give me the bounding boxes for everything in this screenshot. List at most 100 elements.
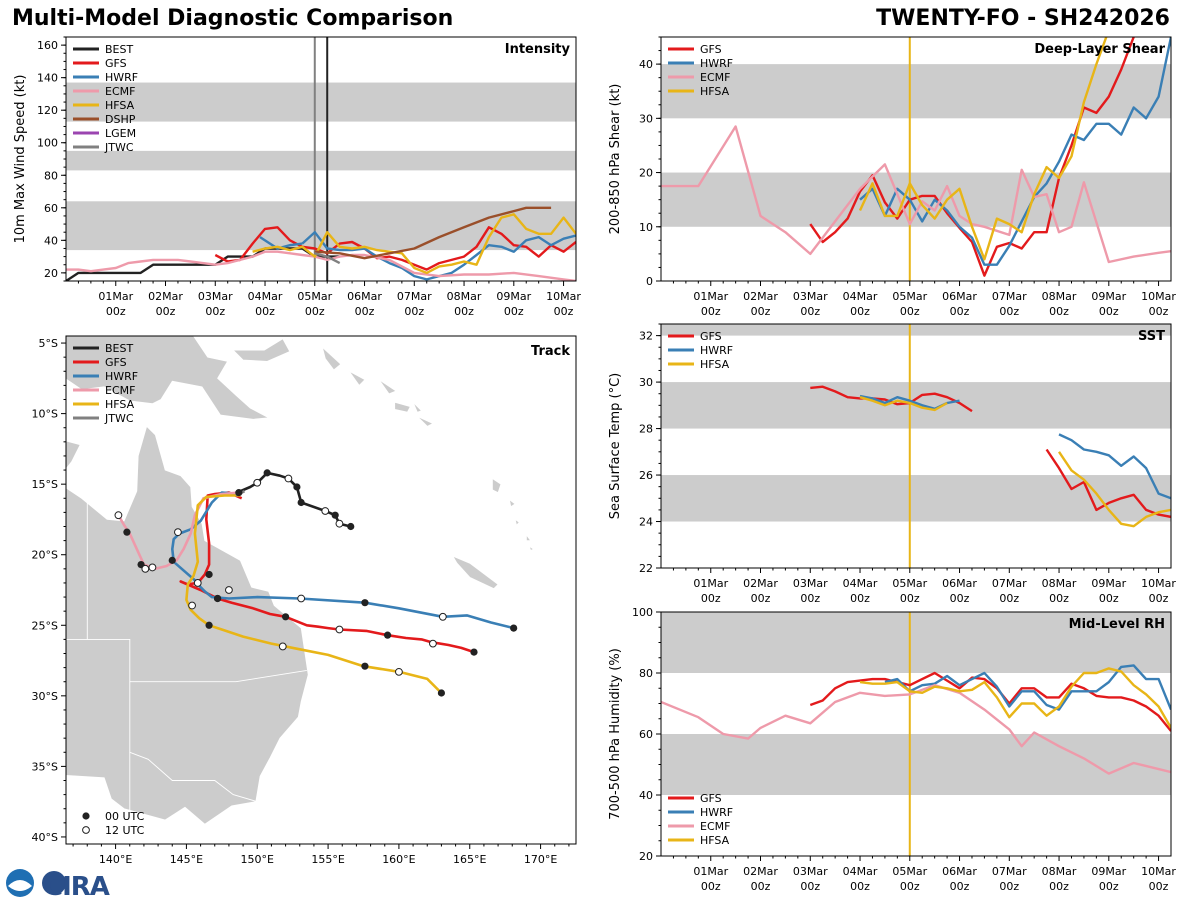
legend-label-gfs: GFS [700, 330, 722, 343]
series-line-ecmf [66, 250, 576, 281]
legend-label-dshp: DSHP [105, 113, 136, 126]
x-tick-date: 07Mar [992, 865, 1027, 878]
x-tick-hour: 00z [850, 592, 870, 605]
x-tick-date: 01Mar [693, 577, 728, 590]
x-tick-date: 10Mar [1141, 865, 1176, 878]
x-tick-date: 03Mar [198, 290, 233, 303]
y-tick-label: 60 [44, 202, 58, 215]
x-tick-hour: 00z [1149, 592, 1169, 605]
x-tick-hour: 00z [1049, 880, 1069, 893]
track-marker-00utc [331, 511, 339, 519]
track-marker-12utc [174, 528, 182, 537]
track-marker-00utc [205, 621, 213, 629]
marker-legend-00utc-label: 00 UTC [105, 810, 145, 823]
lon-tick-label: 150°E [241, 853, 274, 866]
legend-label-hwrf: HWRF [105, 370, 138, 383]
track-marker-12utc [148, 563, 157, 572]
track-marker-00utc [510, 624, 518, 632]
x-tick-date: 05Mar [297, 290, 332, 303]
x-tick-date: 04Mar [843, 290, 878, 303]
track-marker-12utc [225, 586, 233, 594]
x-tick-hour: 00z [900, 880, 920, 893]
track-marker-00utc [281, 613, 290, 621]
legend-label-gfs: GFS [105, 57, 127, 70]
legend-label-gfs: GFS [700, 43, 722, 56]
track-marker-00utc [361, 662, 369, 670]
y-axis-label: 10m Max Wind Speed (kt) [13, 75, 28, 244]
new-britain-land [232, 338, 291, 362]
series-line-ecmf [661, 684, 1171, 775]
x-tick-hour: 00z [1149, 305, 1169, 318]
track-marker-00utc [470, 648, 478, 656]
track-marker-12utc [278, 642, 287, 651]
y-tick-label: 24 [639, 516, 653, 529]
y-tick-label: 0 [646, 275, 653, 288]
x-tick-date: 10Mar [1141, 577, 1176, 590]
lon-tick-label: 160°E [382, 853, 415, 866]
track-line-best [235, 471, 352, 528]
y-tick-label: 10 [639, 221, 653, 234]
x-tick-hour: 00z [504, 305, 524, 318]
track-marker-12utc [335, 519, 344, 528]
x-tick-date: 02Mar [743, 290, 778, 303]
x-tick-hour: 00z [900, 592, 920, 605]
track-marker-00utc [293, 483, 301, 491]
lat-tick-label: 15°S [32, 478, 58, 491]
track-marker-00utc [361, 599, 369, 607]
x-tick-hour: 00z [156, 305, 176, 318]
y-tick-label: 32 [639, 330, 653, 343]
x-tick-hour: 00z [205, 305, 225, 318]
track-marker-12utc [114, 511, 123, 520]
lon-tick-label: 140°E [99, 853, 132, 866]
y-tick-label: 80 [639, 667, 653, 680]
legend-label-jtwc: JTWC [104, 412, 134, 425]
panel-title: Track [531, 344, 570, 359]
series-line-gfs [1045, 448, 1171, 519]
x-tick-hour: 00z [106, 305, 126, 318]
x-tick-date: 05Mar [892, 290, 927, 303]
solomon-island [417, 416, 434, 427]
track-marker-00utc [123, 528, 131, 536]
lat-tick-label: 20°S [32, 549, 58, 562]
x-tick-hour: 00z [255, 305, 275, 318]
series-line-gfs [214, 226, 576, 271]
x-tick-hour: 00z [1099, 880, 1119, 893]
rh-panel: 20 40 60 80 100 01Mar 00z 02Mar 00z 03Mar 00z 04Mar… [608, 606, 1176, 893]
x-tick-date: 10Mar [1141, 290, 1176, 303]
x-tick-hour: 00z [454, 305, 474, 318]
sst-panel: 22 24 26 28 30 32 01Mar 00z 02Mar 00z 03Mar 00z 04Ma… [608, 323, 1176, 605]
track-line-hwrf [171, 491, 515, 630]
legend-label-ecmf: ECMF [105, 85, 135, 98]
x-tick-date: 01Mar [693, 865, 728, 878]
vanuatu-island [491, 477, 502, 494]
marker-legend-12utc-label: 12 UTC [105, 824, 145, 837]
x-tick-hour: 00z [404, 305, 424, 318]
x-tick-hour: 00z [355, 305, 375, 318]
series-line-gfs [809, 671, 1171, 732]
state-border [86, 498, 307, 683]
legend-label-ecmf: ECMF [700, 820, 730, 833]
legend-label-hwrf: HWRF [700, 57, 733, 70]
legend-label-gfs: GFS [700, 792, 722, 805]
shaded-band [66, 150, 576, 171]
x-tick-hour: 00z [701, 880, 721, 893]
legend-label-best: BEST [105, 342, 133, 355]
x-tick-hour: 00z [800, 305, 820, 318]
x-tick-hour: 00z [999, 880, 1019, 893]
new-guinea-land [66, 336, 270, 420]
series-line-dshp [314, 206, 552, 260]
y-axis-label: Sea Surface Temp (°C) [608, 373, 623, 520]
x-tick-date: 08Mar [1042, 577, 1077, 590]
x-tick-date: 08Mar [1042, 290, 1077, 303]
x-tick-hour: 00z [900, 305, 920, 318]
x-tick-date: 09Mar [1091, 577, 1126, 590]
panel-title: SST [1138, 329, 1165, 344]
vanuatu-island [508, 498, 516, 508]
x-tick-date: 09Mar [496, 290, 531, 303]
series-line-ecmf [661, 125, 1171, 264]
solomon-island [412, 402, 423, 413]
legend-label-hfsa: HFSA [700, 358, 730, 371]
shaded-band [661, 324, 1171, 336]
shaded-band [661, 734, 1171, 795]
x-tick-hour: 00z [950, 880, 970, 893]
